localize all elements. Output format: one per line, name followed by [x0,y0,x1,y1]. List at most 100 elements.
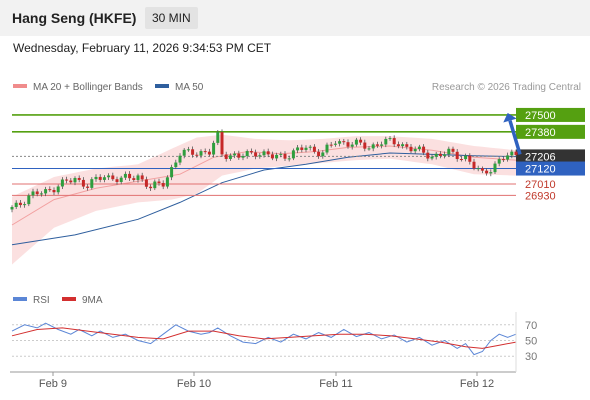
candle-35 [157,178,161,186]
candle-95 [409,144,413,154]
candle-8 [44,186,48,197]
candle-body [291,150,295,159]
candle-body [455,151,459,160]
candle-body [203,151,207,153]
candles [10,129,518,213]
candle-body [388,138,392,140]
candle-body [434,153,438,157]
candle-1 [14,200,18,210]
candle-18 [86,184,90,191]
candle-79 [342,138,346,145]
rsi-tick-70: 70 [525,320,537,332]
candle-81 [350,141,354,150]
candle-84 [363,139,367,152]
candle-56 [245,149,249,159]
level-label-27206: 27206 [525,151,556,163]
candle-body [312,146,316,152]
candle-body [413,149,417,152]
candle-7 [39,191,43,197]
candle-14 [69,178,73,185]
candle-body [270,154,274,159]
candle-body [401,144,405,147]
candle-body [476,168,480,170]
candle-body [409,146,413,152]
candle-15 [73,176,77,186]
candle-body [417,146,421,150]
candle-body [119,177,123,182]
candle-60 [262,149,266,158]
candle-body [165,177,169,187]
candle-body [510,151,514,156]
candle-body [342,141,346,143]
candle-body [514,151,518,155]
candle-48 [212,140,216,158]
candle-body [98,176,102,180]
candle-40 [178,153,182,166]
candle-body [123,173,127,178]
candle-9 [48,186,52,192]
candle-body [48,189,52,191]
candle-94 [405,141,409,150]
candle-11 [56,184,60,195]
candle-body [283,153,287,159]
candle-66 [287,155,291,162]
candle-64 [279,151,283,158]
candle-body [157,181,161,184]
candle-body [506,155,510,160]
candle-body [23,204,27,206]
candle-65 [283,151,287,162]
candle-68 [296,145,300,154]
level-label-27500: 27500 [525,110,556,122]
candle-49 [216,129,220,146]
candle-100 [430,154,434,161]
candle-body [325,144,329,153]
candle-body [212,142,216,155]
candle-body [27,195,31,205]
candle-111 [476,165,480,172]
candle-99 [426,149,430,162]
candle-24 [111,172,115,181]
candle-6 [35,188,39,197]
candle-body [359,139,363,143]
legend-swatch-ma20 [13,84,27,88]
candle-body [18,202,22,206]
candle-body [405,144,409,147]
candle-39 [174,159,178,170]
candle-107 [459,156,463,162]
candle-69 [300,144,304,153]
candle-104 [447,146,451,158]
projection-arrow [508,120,522,155]
candle-body [216,132,220,143]
candle-25 [115,176,119,185]
candle-body [86,186,90,188]
candle-body [497,159,501,164]
candle-106 [455,149,459,162]
level-tag-27500 [516,107,585,122]
x-tick-label-3: Feb 12 [460,378,494,390]
instrument-title: Hang Seng (HKFE) [12,10,137,26]
candle-55 [241,153,245,161]
candle-98 [422,144,426,156]
candle-body [237,153,241,158]
candle-body [422,146,426,153]
candle-body [438,153,442,156]
candle-114 [489,169,493,177]
candle-body [102,177,106,180]
candle-88 [380,141,384,149]
candle-body [262,151,266,156]
candle-body [396,144,400,147]
candle-34 [153,179,157,191]
candle-74 [321,150,325,159]
interval-button[interactable]: 30 MIN [145,7,198,29]
candle-body [195,154,199,156]
candle-body [317,151,321,157]
candle-19 [90,177,94,190]
candle-body [94,176,98,180]
candle-body [170,167,174,178]
candle-37 [165,175,169,189]
candle-body [207,151,211,155]
candle-32 [144,176,148,189]
candle-20 [94,174,98,182]
candle-body [39,193,43,195]
